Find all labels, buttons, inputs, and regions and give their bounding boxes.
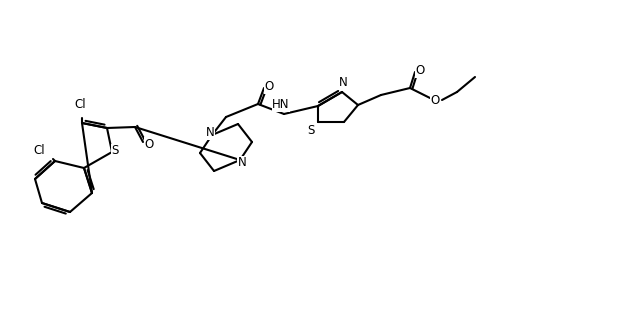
Text: Cl: Cl xyxy=(33,144,45,158)
Text: O: O xyxy=(265,80,273,94)
Text: S: S xyxy=(111,144,119,158)
Text: Cl: Cl xyxy=(74,99,86,111)
Text: O: O xyxy=(431,94,439,106)
Text: N: N xyxy=(205,127,214,139)
Text: N: N xyxy=(338,77,347,89)
Text: O: O xyxy=(415,64,425,78)
Text: HN: HN xyxy=(272,99,290,111)
Text: O: O xyxy=(144,138,154,150)
Text: N: N xyxy=(238,156,246,170)
Text: S: S xyxy=(307,123,315,137)
